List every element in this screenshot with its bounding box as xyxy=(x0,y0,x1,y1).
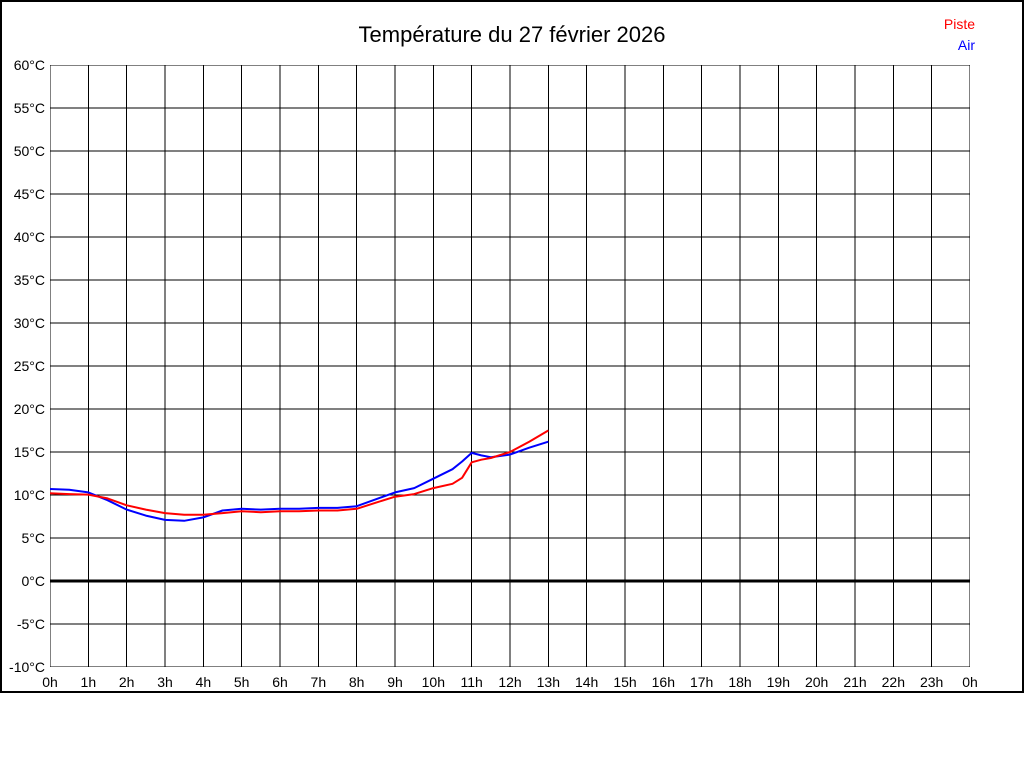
x-tick-label: 20h xyxy=(804,674,829,690)
x-tick-label: 22h xyxy=(881,674,905,690)
x-tick-label: 19h xyxy=(766,674,790,690)
y-tick-label: 60°C xyxy=(13,57,45,73)
y-tick-label: 0°C xyxy=(21,573,46,589)
x-tick-label: 7h xyxy=(310,674,327,690)
x-tick-label: 12h xyxy=(498,674,522,690)
x-tick-label: 15h xyxy=(613,674,637,690)
x-tick-label: 14h xyxy=(574,674,599,690)
chart-frame: Température du 27 février 2026 Piste Air… xyxy=(0,0,1024,693)
chart-title: Température du 27 février 2026 xyxy=(358,22,666,47)
x-tick-label: 0h xyxy=(962,674,978,690)
x-tick-label: 10h xyxy=(421,674,445,690)
x-tick-label: 9h xyxy=(387,674,403,690)
plot-area xyxy=(50,65,970,667)
y-tick-label: 5°C xyxy=(21,530,46,546)
y-tick-label: -10°C xyxy=(9,659,45,675)
x-tick-label: 3h xyxy=(157,674,173,690)
series-piste-line xyxy=(50,429,549,516)
x-tick-label: 21h xyxy=(843,674,867,690)
y-tick-label: 45°C xyxy=(13,186,45,202)
x-tick-label: 2h xyxy=(118,674,135,690)
legend-item-piste: Piste xyxy=(943,16,975,32)
x-tick-label: 13h xyxy=(536,674,560,690)
x-tick-label: 18h xyxy=(728,674,752,690)
x-tick-label: 11h xyxy=(460,674,483,690)
legend-item-air: Air xyxy=(957,37,975,53)
y-tick-label: 10°C xyxy=(13,487,45,503)
x-tick-label: 1h xyxy=(80,674,97,690)
y-tick-label: 50°C xyxy=(13,143,45,159)
x-tick-label: 8h xyxy=(348,674,365,690)
series-air-line xyxy=(50,440,549,522)
x-tick-label: 17h xyxy=(689,674,714,690)
chart-legend: Piste Air xyxy=(944,14,975,56)
x-tick-label: 4h xyxy=(195,674,212,690)
x-tick-label: 6h xyxy=(272,674,288,690)
y-tick-label: 25°C xyxy=(13,358,45,374)
y-tick-label: 55°C xyxy=(13,100,45,116)
y-tick-label: -5°C xyxy=(16,616,45,632)
x-tick-label: 16h xyxy=(651,674,675,690)
y-tick-label: 30°C xyxy=(13,315,45,331)
y-tick-label: 20°C xyxy=(13,401,45,417)
x-tick-label: 0h xyxy=(42,674,58,690)
y-tick-label: 15°C xyxy=(13,444,45,460)
y-tick-label: 35°C xyxy=(13,272,45,288)
y-tick-label: 40°C xyxy=(13,229,45,245)
x-tick-label: 23h xyxy=(919,674,944,690)
x-tick-label: 5h xyxy=(233,674,250,690)
